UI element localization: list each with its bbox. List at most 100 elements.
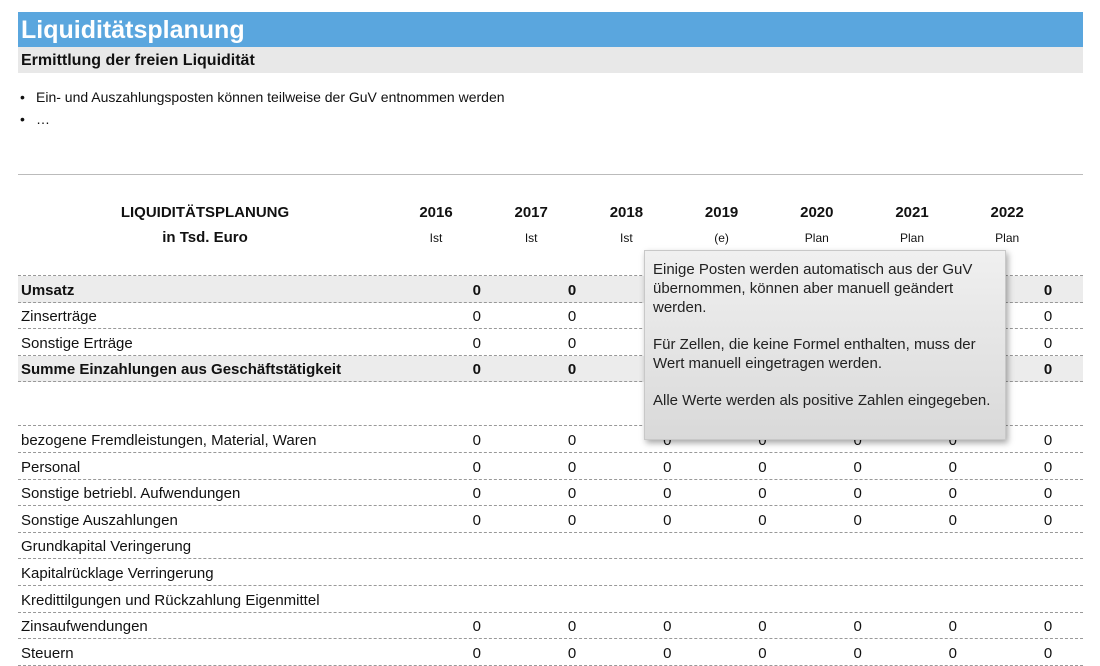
cell-value: 0 [472, 485, 481, 503]
bullet-dot: • [20, 89, 25, 105]
cell-value: 0 [567, 511, 577, 529]
bullet-item: • Ein- und Auszahlungsposten können teilw… [20, 89, 505, 105]
cell-value: 0 [472, 644, 481, 662]
year-type: Plan [899, 231, 925, 245]
cell-value: 0 [663, 618, 672, 636]
cell-value: 0 [472, 361, 481, 379]
row-label: Sonstige betriebl. Aufwendungen [21, 485, 241, 503]
row-label: Summe Einzahlungen aus Geschäftstätigkei… [21, 361, 342, 379]
tooltip-paragraph: Für Zellen, die keine Formel enthalten, … [653, 336, 976, 372]
page-title: Liquiditätsplanung [18, 12, 1083, 47]
cell-value: 0 [567, 334, 577, 352]
bullet-item: •… [20, 111, 50, 127]
row-label: Grundkapital Veringerung [21, 538, 192, 556]
cell-value: 0 [567, 308, 577, 326]
cell-value: 0 [567, 644, 577, 662]
cell-value: 0 [472, 308, 481, 326]
cell-value: 0 [663, 431, 672, 449]
cell-value: 0 [948, 485, 957, 503]
cell-value: 0 [567, 485, 577, 503]
cell-value: 0 [472, 458, 481, 476]
row-label: Sonstige Erträge [21, 334, 133, 352]
tooltip: Einige Posten werden automatisch aus der… [644, 250, 1006, 440]
cell-value: 0 [663, 485, 672, 503]
table-row: Grundkapital Veringerung [18, 533, 1083, 560]
row-label: Kredittilgungen und Rückzahlung Eigenmit… [21, 591, 320, 609]
cell-value: 0 [853, 644, 862, 662]
cell-value: 0 [853, 618, 862, 636]
cell-value: 0 [472, 511, 481, 529]
table-row [18, 382, 1083, 427]
row-label: Sonstige Auszahlungen [21, 511, 178, 529]
cell-value: 0 [948, 511, 957, 529]
table-title: LIQUIDITÄTSPLANUNG [120, 204, 290, 221]
year-header: 2018 [609, 204, 644, 221]
tooltip-paragraph: Alle Werte werden als positive Zahlen ei… [653, 392, 991, 409]
cell-value: 0 [1043, 334, 1053, 352]
table-row: Personal 0 0 0 0 0 0 0 [18, 453, 1083, 480]
cell-value: 0 [663, 644, 672, 662]
bullet-dot: • [20, 111, 25, 127]
cell-value: 0 [758, 458, 767, 476]
tooltip-paragraph: Einige Posten werden automatisch aus der… [653, 261, 973, 316]
year-header: 2016 [419, 204, 453, 221]
bullet-text: … [36, 111, 50, 127]
year-header: 2022 [990, 204, 1024, 221]
row-label: bezogene Fremdleistungen, Material, Ware… [21, 431, 317, 449]
year-type: Plan [995, 231, 1020, 245]
cell-value: 0 [853, 511, 862, 529]
cell-value: 0 [1043, 618, 1053, 636]
page-subtitle: Ermittlung der freien Liquidität [18, 47, 1083, 73]
row-label: Zinsaufwendungen [21, 618, 148, 636]
cell-value: 0 [948, 618, 957, 636]
cell-value: 0 [663, 511, 672, 529]
row-label: Steuern [21, 644, 74, 662]
cell-value: 0 [1043, 511, 1053, 529]
row-label: Zinserträge [21, 308, 97, 326]
row-label: Umsatz [21, 281, 75, 299]
cell-value: 0 [758, 618, 767, 636]
table-row: Sonstige betriebl. Aufwendungen 0 0 0 0 0 0 0 [18, 480, 1083, 507]
divider [18, 174, 1083, 175]
cell-value: 0 [472, 431, 481, 449]
row-label: Personal [21, 458, 81, 476]
cell-value: 0 [1043, 644, 1053, 662]
cell-value: 0 [1043, 308, 1053, 326]
cell-value: 0 [567, 458, 577, 476]
year-header: 2020 [800, 204, 834, 221]
cell-value: 0 [1043, 458, 1053, 476]
table-row: Kapitalrücklage Verringerung [18, 559, 1083, 586]
row-label: Kapitalrücklage Verringerung [21, 564, 214, 582]
year-type: Ist [429, 231, 443, 245]
cell-value: 0 [1043, 431, 1053, 449]
cell-value: 0 [948, 431, 957, 449]
header-rule [18, 275, 1083, 276]
table-row: bezogene Fremdleistungen, Material, Ware… [18, 426, 1083, 453]
cell-value: 0 [853, 485, 862, 503]
bullet-text: Ein- und Auszahlungsposten können teilwe… [36, 89, 505, 105]
cell-value: 0 [1043, 281, 1053, 299]
year-type: Ist [524, 231, 538, 245]
cell-value: 0 [948, 644, 957, 662]
cell-value: 0 [472, 334, 481, 352]
cell-value: 0 [758, 511, 767, 529]
cell-value: 0 [758, 431, 767, 449]
cell-value: 0 [758, 644, 767, 662]
table-row: Steuern 0 0 0 0 0 0 0 [18, 639, 1083, 666]
year-type: Plan [804, 231, 829, 245]
cell-value: 0 [1043, 361, 1053, 379]
cell-value: 0 [567, 618, 577, 636]
year-type: (e) [714, 231, 729, 245]
cell-value: 0 [853, 431, 862, 449]
cell-value: 0 [948, 458, 957, 476]
cell-value: 0 [758, 485, 767, 503]
cell-value: 0 [1043, 485, 1053, 503]
cell-value: 0 [567, 361, 577, 379]
table-row: Kredittilgungen und Rückzahlung Eigenmit… [18, 586, 1083, 613]
cell-value: 0 [567, 281, 577, 299]
year-type: Ist [620, 231, 633, 245]
year-header: 2019 [704, 204, 739, 221]
table-unit: in Tsd. Euro [162, 229, 248, 246]
cell-value: 0 [472, 281, 481, 299]
